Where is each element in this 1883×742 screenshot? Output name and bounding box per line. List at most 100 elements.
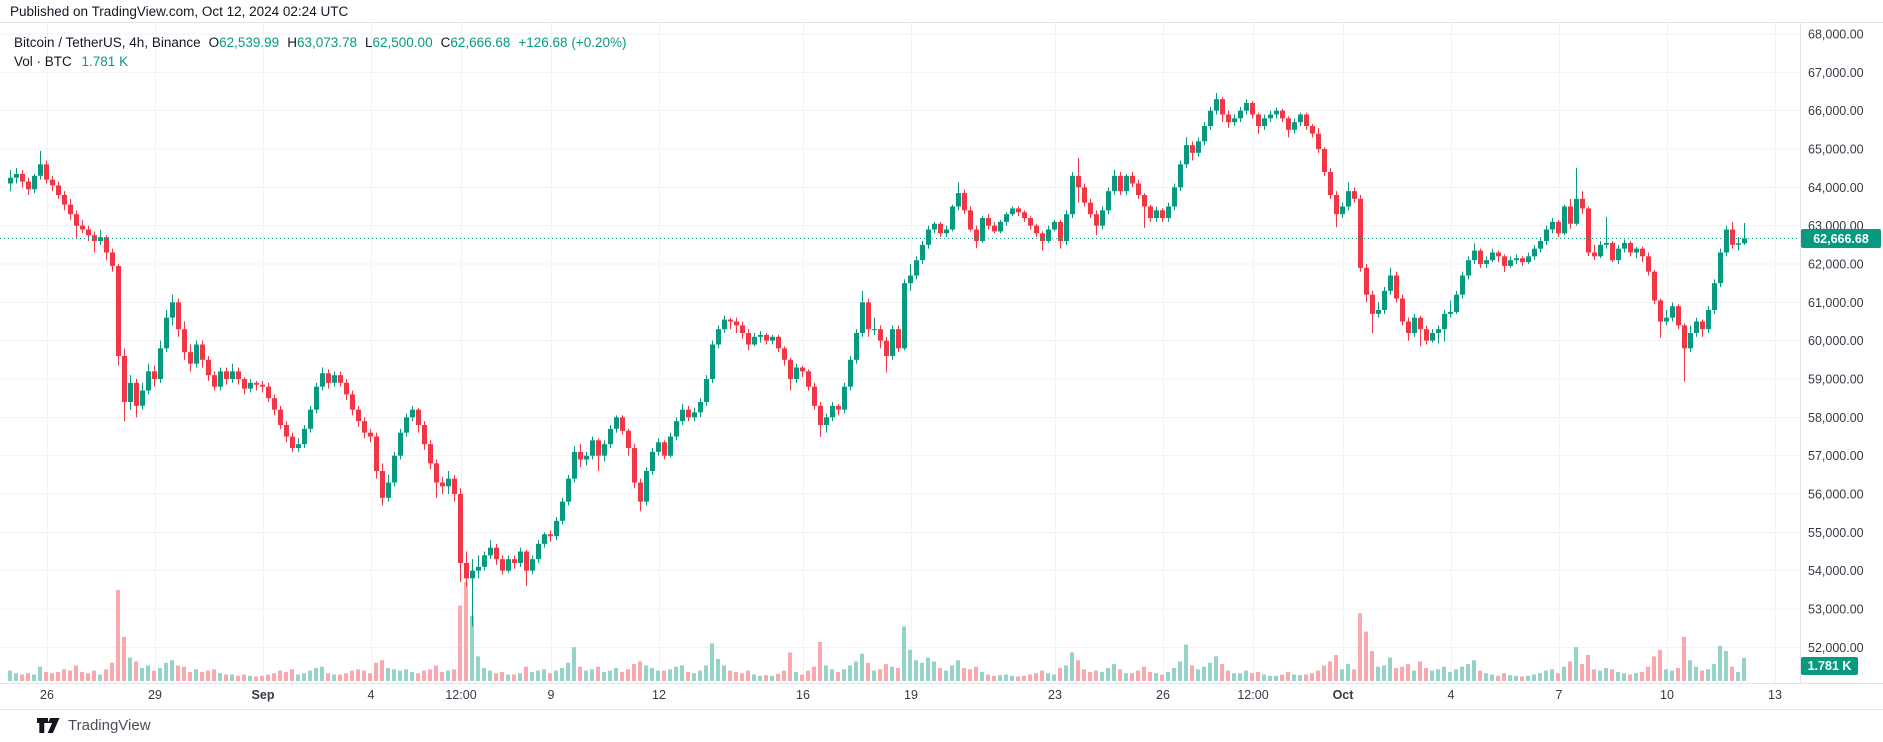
candle-body	[1364, 267, 1369, 295]
volume-bar	[56, 671, 60, 681]
volume-bar	[470, 616, 474, 681]
volume-bar	[236, 675, 240, 681]
candle-body	[62, 194, 67, 205]
volume-bar	[1622, 673, 1626, 681]
volume-bar	[254, 676, 258, 681]
candle-body	[188, 352, 193, 364]
candle-body	[1514, 258, 1519, 261]
candle-body	[698, 401, 703, 413]
candle-body	[638, 482, 643, 502]
candle-body	[206, 359, 211, 376]
volume-bar	[956, 660, 960, 681]
candle-body	[1082, 187, 1087, 203]
volume-bar	[128, 657, 132, 681]
volume-bar	[968, 669, 972, 681]
candle-body	[1286, 118, 1291, 130]
volume-bar	[1250, 673, 1254, 681]
candle-body	[494, 547, 499, 560]
volume-bar	[674, 666, 678, 681]
candle-body	[680, 409, 685, 422]
candle-body	[650, 451, 655, 471]
volume-bar	[1448, 671, 1452, 681]
price-tick-label: 58,000.00	[1808, 411, 1864, 425]
volume-bar	[866, 662, 870, 681]
candle-body	[1628, 242, 1633, 253]
volume-bar	[506, 674, 510, 681]
candle-body	[242, 378, 247, 389]
candle-body	[158, 348, 163, 379]
volume-bar	[218, 673, 222, 681]
volume-bar	[242, 674, 246, 681]
volume-bar	[686, 671, 690, 681]
volume-bar	[1388, 657, 1392, 681]
volume-bar	[248, 675, 252, 681]
volume-bar	[338, 674, 342, 681]
candlestick-chart[interactable]: 68,000.00 67,000.00 66,000.00 65,000.00 64,0…	[0, 23, 1883, 711]
time-tick-label: 13	[1768, 688, 1782, 702]
candle-body	[836, 405, 841, 410]
candle-body	[1376, 309, 1381, 314]
volume-bar	[1550, 669, 1554, 681]
candle-body	[1382, 290, 1387, 310]
volume-bar	[1190, 665, 1194, 681]
candle-body	[806, 371, 811, 387]
volume-bar	[926, 657, 930, 681]
candle-body	[482, 555, 487, 567]
volume-bar	[62, 669, 66, 681]
volume-bar	[1124, 673, 1128, 681]
ohlc-open: O62,539.99	[208, 35, 280, 50]
tradingview-attribution[interactable]: TradingView	[36, 712, 151, 738]
candle-body	[1268, 114, 1273, 119]
volume-bar	[86, 673, 90, 681]
candle-body	[1430, 332, 1435, 341]
candle-body	[128, 382, 133, 402]
volume-bar	[998, 675, 1002, 681]
volume-bar	[632, 664, 636, 681]
candle-body	[572, 451, 577, 479]
volume-bar	[1520, 676, 1524, 681]
volume-bar	[194, 669, 198, 681]
time-tick-label: 19	[904, 688, 918, 702]
candle-body	[554, 520, 559, 537]
volume-bar	[410, 671, 414, 681]
volume-bar	[566, 662, 570, 681]
volume-bar	[620, 671, 624, 681]
candle-body	[1310, 125, 1315, 134]
candle-body	[584, 455, 589, 460]
price-tick-label: 65,000.00	[1808, 142, 1864, 156]
candle-body	[452, 478, 457, 494]
volume-bar	[1358, 613, 1362, 681]
candle-body	[38, 164, 43, 176]
volume-bar	[896, 668, 900, 681]
volume-bar	[1646, 666, 1650, 681]
volume-bar	[482, 668, 486, 681]
volume-bar	[1352, 669, 1356, 681]
price-tick-label: 57,000.00	[1808, 449, 1864, 463]
volume-bar	[1070, 652, 1074, 681]
volume-bar	[1364, 631, 1368, 681]
volume-bar	[560, 668, 564, 681]
volume-bar	[656, 670, 660, 681]
candle-body	[1118, 175, 1123, 192]
candle-body	[1358, 198, 1363, 268]
volume-bar	[1262, 674, 1266, 681]
volume-bar	[74, 665, 78, 681]
candle-body	[1214, 99, 1219, 111]
volume-bar	[422, 670, 426, 681]
candle-body	[506, 559, 511, 571]
candle-body	[692, 412, 697, 418]
candle-body	[728, 319, 733, 322]
candle-body	[1400, 298, 1405, 322]
volume-bar	[1400, 666, 1404, 681]
volume-bar	[986, 674, 990, 681]
volume-bar	[1028, 674, 1032, 681]
candle-body	[1544, 229, 1549, 241]
candle-body	[1640, 248, 1645, 257]
candle-body	[1682, 325, 1687, 349]
candle-body	[740, 325, 745, 333]
time-tick-label: 4	[368, 688, 375, 702]
volume-value: 1.781 K	[81, 53, 129, 69]
candle-body	[230, 371, 235, 379]
volume-bar	[380, 660, 384, 681]
candle-body	[872, 329, 877, 331]
